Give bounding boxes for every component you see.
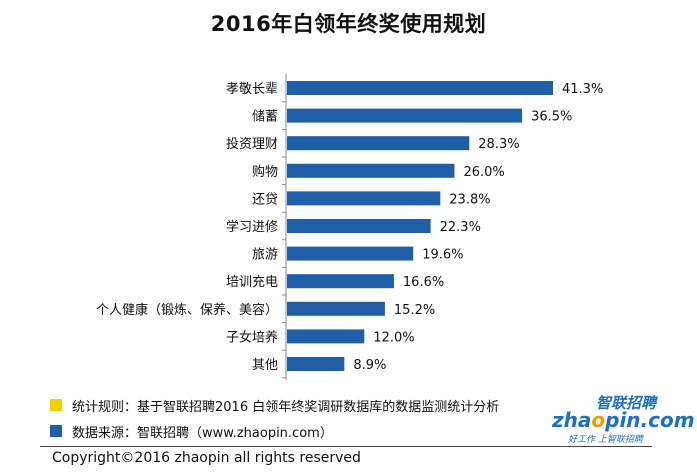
value-label: 23.8% [449,192,490,207]
bottom-divider [40,446,652,447]
statistics-rule-text: 统计规则：基于智联招聘2016 白领年终奖调研数据库的数据监测统计分析 [72,400,500,415]
value-label: 22.3% [440,220,481,235]
category-label: 个人健康（锻炼、保养、美容） [96,302,278,318]
bar [287,108,523,123]
category-label: 购物 [252,164,278,180]
bar [287,219,431,233]
bar [287,136,470,151]
bar [287,81,553,95]
category-label: 学习进修 [226,219,278,235]
value-label: 12.0% [373,330,414,345]
zhaopin-logo: 智联招聘 zhaopin.com 好工作 上智联招聘 [552,392,695,445]
bar [287,329,365,344]
category-label: 培训充电 [226,274,278,290]
logo-chinese-name: 智联招聘 [596,394,657,412]
logo-english-name: zhaopin.com [552,408,695,432]
copyright-text: Copyright©2016 zhaopin all rights reserv… [52,450,361,466]
category-label: 旅游 [252,248,278,263]
yellow-square-icon [50,399,62,411]
category-label: 投资理财 [226,136,278,152]
value-label: 41.3% [562,82,603,97]
category-label: 子女培养 [226,329,278,345]
bar [287,357,345,371]
chart-title: 2016年白领年终奖使用规划 [210,12,487,36]
value-label: 19.6% [422,248,463,263]
bar [287,301,385,316]
category-label: 孝敬长辈 [226,81,278,97]
value-label: 36.5% [531,110,572,125]
value-label: 8.9% [353,358,386,373]
data-source-text: 数据来源：智联招聘（www.zhaopin.com） [72,426,333,441]
value-label: 16.6% [403,275,444,290]
value-label: 26.0% [463,165,504,180]
category-label: 其他 [252,358,278,373]
blue-square-icon [50,425,62,437]
logo-slogan: 好工作 上智联招聘 [568,435,643,445]
bar [287,163,455,178]
category-label: 还贷 [252,192,278,207]
value-label: 28.3% [478,137,519,152]
bar-chart: 孝敬长辈 41.3% 储蓄 36.5% 投资理财 28.3% 购物 26.0% 还贷 23.8% 学… [96,74,603,380]
category-label: 储蓄 [252,110,278,125]
bar [287,191,441,206]
bar [287,246,414,261]
bar [287,274,394,289]
value-label: 15.2% [394,303,435,318]
